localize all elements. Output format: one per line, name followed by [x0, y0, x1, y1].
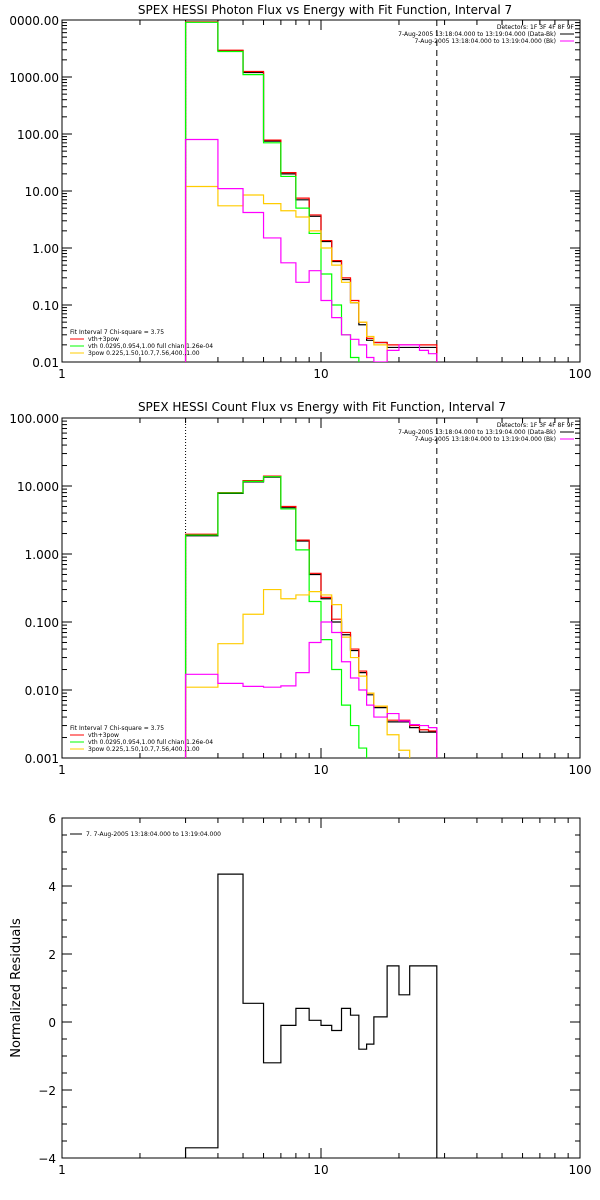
series-data: [184, 476, 438, 758]
y-tick-label: 0: [48, 1016, 56, 1030]
x-tick-label: 10: [313, 1163, 328, 1177]
plot-frame: [61, 817, 581, 1159]
y-tick-label: 1.000: [25, 548, 59, 562]
y-tick-label: 10.000: [17, 480, 59, 494]
header-line: Detectors: 1F 3F 4F 8F 9F: [497, 24, 575, 31]
y-tick-label: 0.001: [25, 752, 59, 766]
count-flux-title: SPEX HESSI Count Flux vs Energy with Fit…: [138, 400, 506, 414]
series-fit_total: [184, 21, 438, 362]
y-tick-label: 0.01: [32, 356, 59, 370]
series-data: [184, 21, 438, 362]
x-tick-label: 10: [313, 367, 328, 381]
photon-flux-panel: SPEX HESSI Photon Flux vs Energy with Fi…: [9, 3, 591, 381]
y-tick-label: 1000.00: [9, 71, 59, 85]
y-tick-label: 100.000: [9, 412, 59, 426]
series-3pow: [184, 588, 411, 758]
photon-flux-title: SPEX HESSI Photon Flux vs Energy with Fi…: [138, 3, 512, 17]
x-tick-label: 100: [569, 763, 592, 777]
y-tick-label: −4: [38, 1152, 56, 1166]
header-line: 7-Aug-2005 13:18:04.000 to 13:19:04.000 …: [414, 38, 556, 45]
fit-line: 3pow 0.225,1.50,10.7,7.56,400.,1.00: [88, 350, 200, 357]
y-axis-label: Normalized Residuals: [9, 918, 24, 1058]
series-vth: [184, 476, 368, 758]
fit-line: vth+3pow: [88, 732, 119, 739]
y-tick-label: 0.100: [25, 616, 59, 630]
y-tick-label: 0.010: [25, 684, 59, 698]
x-tick-label: 1: [58, 367, 66, 381]
header-block: Detectors: 1F 3F 4F 8F 9F 7-Aug-2005 13:…: [398, 422, 574, 443]
y-tick-label: 1.00: [32, 242, 59, 256]
fit-legend: Fit Interval 7 Chi-square = 3.75 vth+3po…: [70, 725, 213, 753]
header-line: 7-Aug-2005 13:18:04.000 to 13:19:04.000 …: [414, 436, 556, 443]
fit-line: vth 0.0295,0.954,1.00 full chian 1.26e-0…: [88, 739, 213, 746]
y-tick-label: 4: [48, 880, 56, 894]
y-tick-label: 100.00: [17, 128, 59, 142]
y-tick-label: 0000.00: [9, 14, 59, 28]
x-tick-label: 100: [569, 367, 592, 381]
residuals-panel: Normalized Residuals 1 10 100 −4 −2 0 2 4 6 7. …: [9, 812, 591, 1177]
series-background: [184, 621, 438, 758]
series-3pow: [184, 185, 388, 362]
fit-legend: Fit Interval 7 Chi-square = 3.75 vth+3po…: [70, 329, 213, 357]
series-background: [184, 138, 438, 362]
header-block: Detectors: 1F 3F 4F 8F 9F 7-Aug-2005 13:…: [398, 24, 574, 45]
header-line: 7-Aug-2005 13:18:04.000 to 13:19:04.000 …: [398, 429, 556, 436]
y-tick-label: 0.10: [32, 299, 59, 313]
residuals-legend: 7. 7-Aug-2005 13:18:04.000 to 13:19:04.0…: [86, 831, 221, 838]
fit-line: vth 0.0295,0.954,1.00 full chian 1.26e-0…: [88, 343, 213, 350]
x-tick-label: 1: [58, 763, 66, 777]
y-tick-label: 6: [48, 812, 56, 826]
fit-line: vth+3pow: [88, 336, 119, 343]
series-residuals: [184, 873, 438, 1158]
series-vth: [184, 21, 360, 362]
fit-line: Fit Interval 7 Chi-square = 3.75: [70, 725, 164, 732]
plot-frame: [61, 19, 581, 363]
fit-line: 3pow 0.225,1.50,10.7,7.56,400.,1.00: [88, 746, 200, 753]
x-tick-label: 1: [58, 1163, 66, 1177]
fit-line: Fit Interval 7 Chi-square = 3.75: [70, 329, 164, 336]
x-tick-label: 10: [313, 763, 328, 777]
x-tick-label: 100: [569, 1163, 592, 1177]
y-tick-label: 2: [48, 948, 56, 962]
y-tick-label: −2: [38, 1084, 56, 1098]
y-tick-label: 10.00: [25, 185, 59, 199]
count-flux-panel: SPEX HESSI Count Flux vs Energy with Fit…: [9, 400, 592, 777]
header-line: 7-Aug-2005 13:18:04.000 to 13:19:04.000 …: [398, 31, 556, 38]
series-fit_total: [184, 475, 438, 758]
header-line: Detectors: 1F 3F 4F 8F 9F: [497, 422, 575, 429]
